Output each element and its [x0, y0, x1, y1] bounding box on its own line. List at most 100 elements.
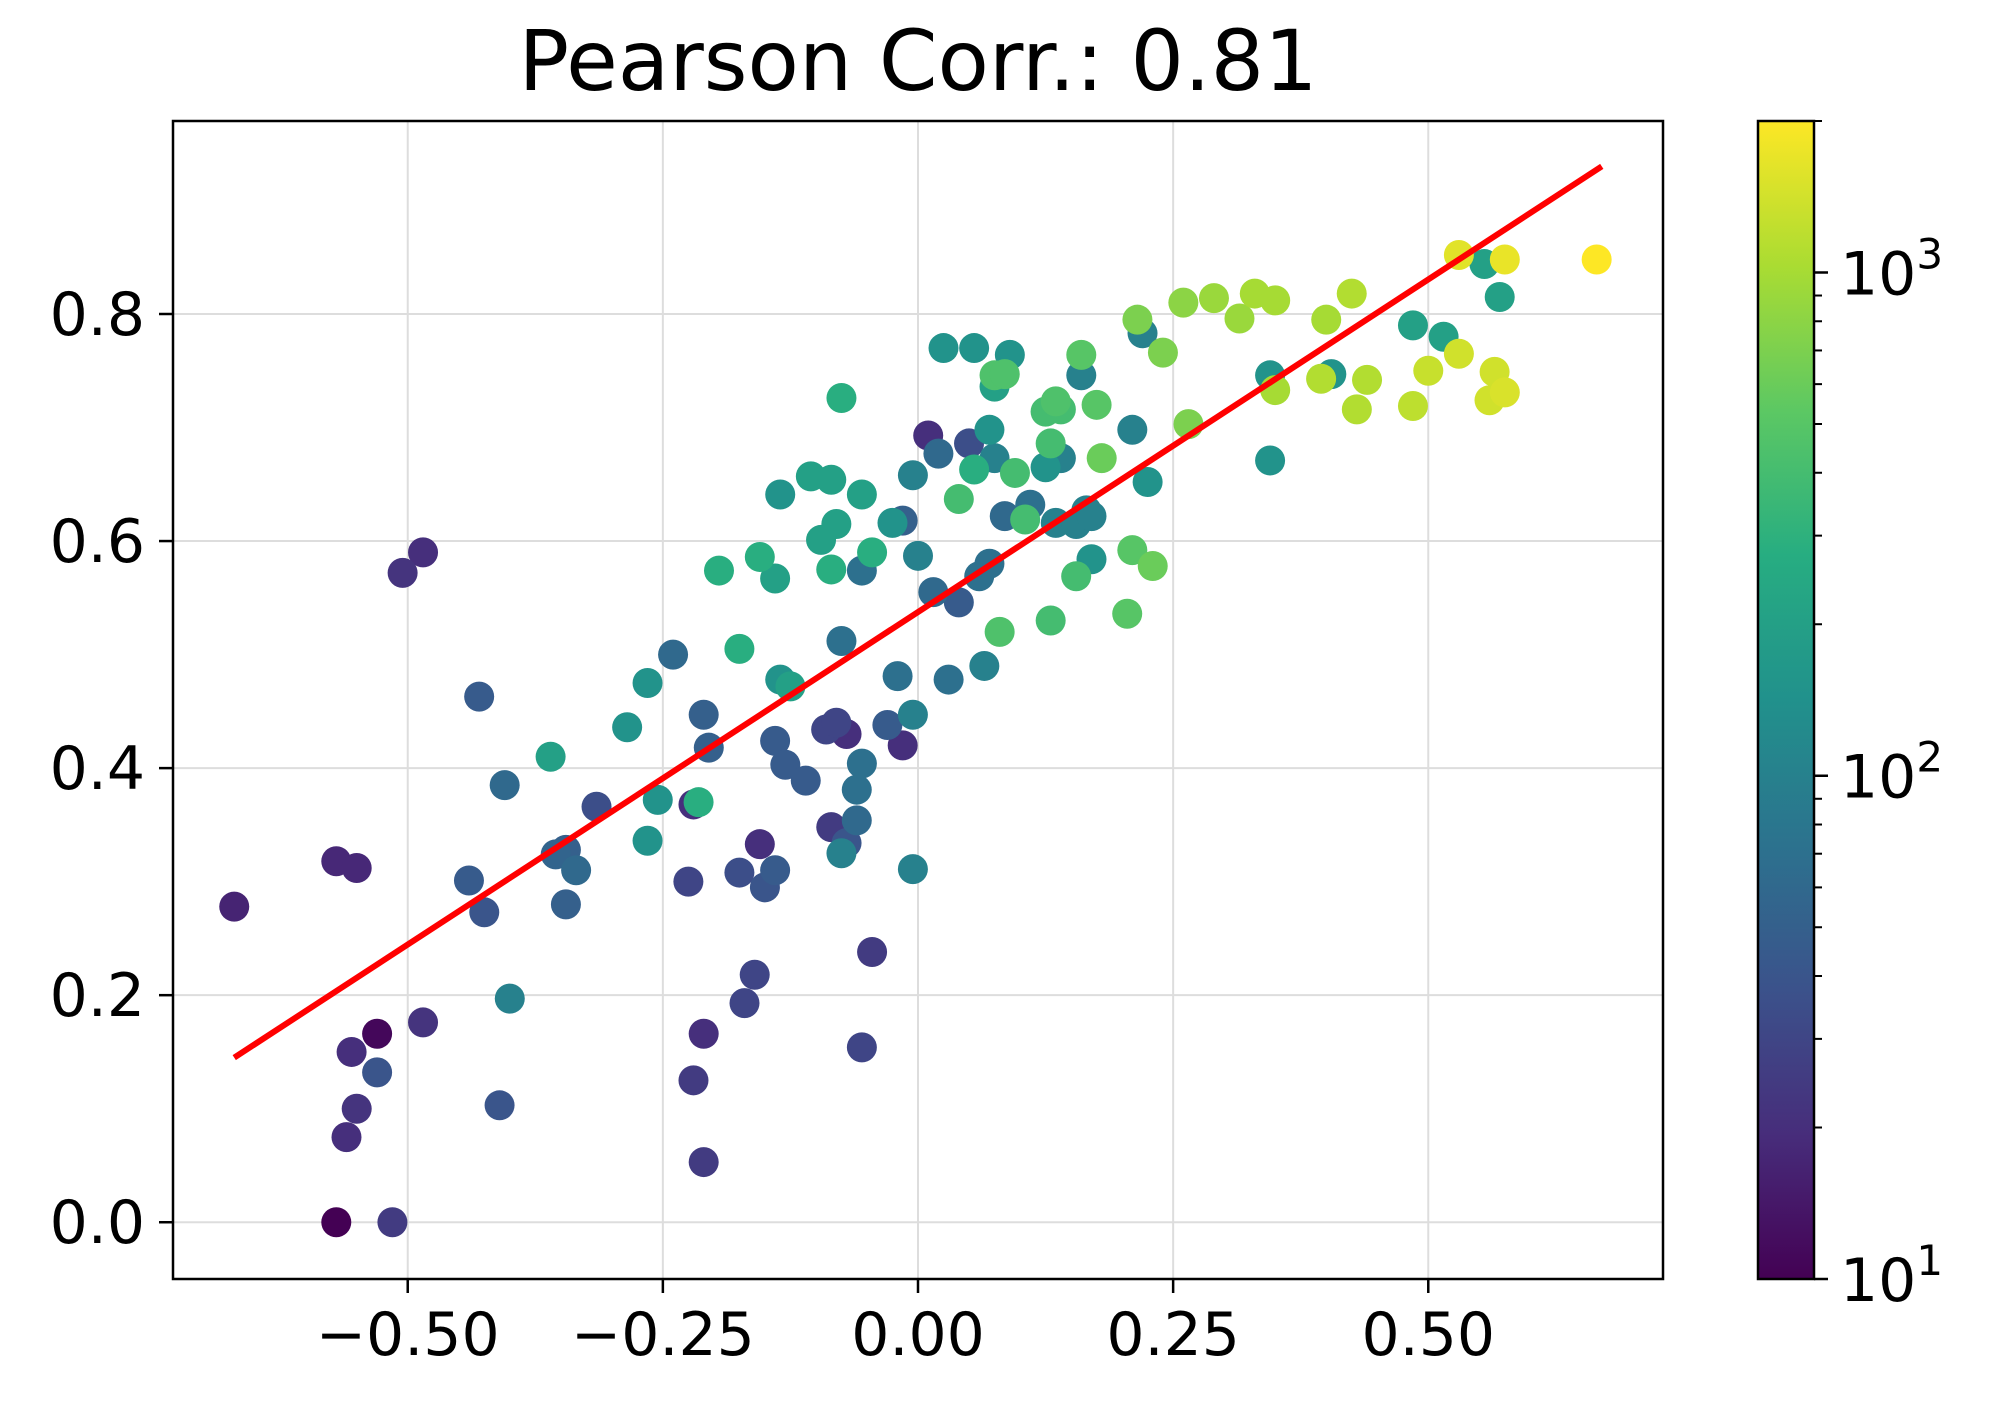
- scatter-point: [943, 484, 974, 515]
- x-tick-label: 0.25: [1106, 1300, 1240, 1370]
- colorbar-ticks: 101 102 103: [1814, 120, 1943, 1316]
- scatter-point: [540, 839, 571, 870]
- scatter-point: [790, 765, 821, 796]
- scatter-point: [1484, 281, 1515, 312]
- scatter-point: [673, 866, 704, 897]
- scatter-point: [341, 853, 372, 884]
- scatter-point: [1260, 285, 1291, 316]
- scatter-point: [826, 625, 857, 656]
- scatter-point: [550, 889, 581, 920]
- scatter-point: [1066, 339, 1097, 370]
- scatter-point: [535, 741, 566, 772]
- scatter-point: [321, 1207, 352, 1238]
- scatter-point: [494, 983, 525, 1014]
- scatter-point: [612, 712, 643, 743]
- scatter-point: [903, 540, 933, 571]
- scatter-point: [408, 537, 439, 568]
- scatter-point: [744, 541, 775, 572]
- scatter-point: [816, 554, 847, 585]
- scatter-point: [632, 825, 663, 856]
- scatter-point: [739, 959, 770, 990]
- scatter-point: [1443, 338, 1474, 369]
- scatter-point: [969, 650, 1000, 681]
- scatter-point: [469, 897, 500, 928]
- x-tick-label: 0.00: [851, 1300, 985, 1370]
- colorbar-tick-label: 102: [1840, 733, 1943, 813]
- scatter-point: [872, 709, 903, 740]
- y-tick-label: 0.2: [50, 961, 145, 1031]
- scatter-point: [1035, 428, 1066, 459]
- scatter-point: [1397, 310, 1428, 341]
- scatter-point: [887, 730, 918, 761]
- scatter-point: [1489, 244, 1520, 275]
- x-tick-label: −0.25: [571, 1300, 755, 1370]
- scatter-point: [729, 988, 760, 1019]
- scatter-point: [826, 838, 857, 869]
- scatter-point: [1198, 283, 1229, 314]
- scatter-point: [362, 1057, 393, 1088]
- y-tick-label: 0.0: [50, 1188, 145, 1258]
- scatter-point: [1336, 278, 1367, 309]
- scatter-point: [219, 891, 250, 922]
- scatter-point: [632, 667, 663, 698]
- scatter-point: [1137, 551, 1168, 582]
- scatter-point: [1397, 390, 1428, 421]
- scatter-point: [846, 1032, 877, 1063]
- scatter-point: [1122, 304, 1153, 335]
- scatter-point: [760, 855, 791, 886]
- scatter-point: [331, 1122, 362, 1153]
- scatter-point: [1010, 504, 1041, 535]
- scatter-point: [688, 699, 719, 730]
- scatter-point: [1341, 394, 1372, 425]
- scatter-point: [1255, 445, 1286, 476]
- colorbar-tick-label: 103: [1840, 229, 1943, 309]
- scatter-point: [1117, 414, 1148, 445]
- scatter-point: [816, 464, 847, 495]
- scatter-point: [760, 725, 791, 756]
- scatter-point: [765, 479, 796, 510]
- scatter-point: [658, 639, 689, 670]
- scatter-point: [959, 333, 990, 364]
- scatter-point: [1086, 443, 1117, 474]
- scatter-point: [683, 787, 714, 818]
- scatter-point: [1076, 501, 1107, 532]
- scatter-point: [959, 454, 990, 485]
- scatter-point: [464, 681, 495, 712]
- scatter-point: [703, 555, 734, 586]
- scatter-point: [642, 784, 673, 815]
- scatter-point: [1489, 377, 1520, 408]
- scatter-point: [897, 854, 928, 885]
- scatter-point: [882, 661, 913, 692]
- scatter-point: [999, 457, 1030, 488]
- scatter-point: [1224, 303, 1255, 334]
- scatter-point: [377, 1207, 408, 1238]
- y-tick-label: 0.4: [50, 734, 145, 804]
- scatter-point: [453, 865, 484, 896]
- x-tick-label: −0.50: [316, 1300, 500, 1370]
- scatter-point: [362, 1018, 393, 1049]
- scatter-point: [923, 438, 954, 469]
- scatter-point: [841, 805, 872, 836]
- scatter-point: [489, 770, 520, 801]
- scatter-point: [561, 855, 592, 886]
- scatter-point: [857, 537, 888, 568]
- scatter-point: [897, 699, 928, 730]
- x-tick-label: 0.50: [1361, 1300, 1495, 1370]
- scatter-point: [897, 460, 928, 491]
- scatter-point: [1061, 561, 1092, 592]
- scatter-point: [341, 1093, 372, 1124]
- scatter-point: [484, 1090, 515, 1121]
- scatter-point: [821, 707, 852, 738]
- scatter-point: [724, 857, 755, 888]
- colorbar-tick-label: 101: [1840, 1236, 1943, 1316]
- scatter-point: [1352, 364, 1383, 395]
- data-points: [219, 239, 1612, 1238]
- scatter-point: [1147, 337, 1178, 368]
- scatter-point: [1030, 452, 1061, 483]
- scatter-point: [933, 664, 964, 695]
- scatter-point: [688, 1147, 719, 1178]
- scatter-point: [821, 509, 852, 540]
- scatter-point: [387, 557, 418, 588]
- scatter-point: [928, 333, 959, 364]
